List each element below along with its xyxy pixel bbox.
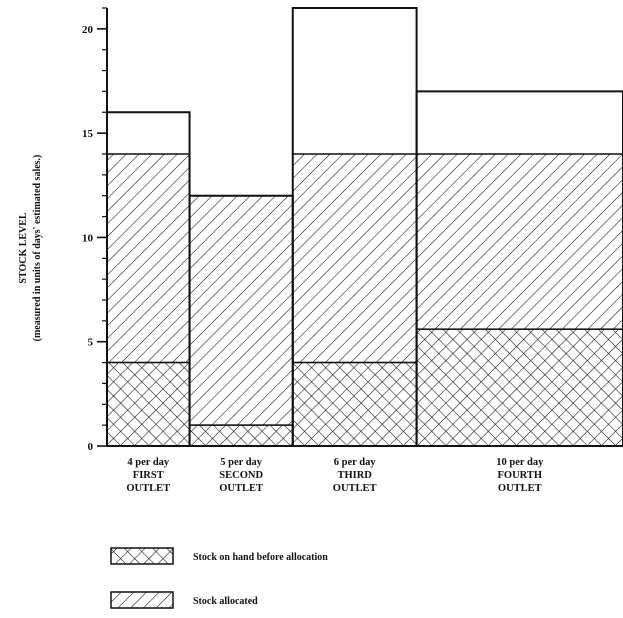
category-outlet-label: OUTLET <box>219 483 263 494</box>
bar-segment-stock-allocated <box>292 153 418 364</box>
y-axis-title-line2: (measured in units of days' estimated sa… <box>32 155 43 342</box>
y-tick-label: 5 <box>88 337 94 349</box>
legend-label: Stock on hand before allocation <box>193 552 328 563</box>
bar-group <box>106 153 623 447</box>
bar-segment-stock-on-hand-hatch-b <box>106 361 191 447</box>
y-tick-label: 15 <box>82 128 94 140</box>
category-outlet-label: OUTLET <box>333 483 377 494</box>
category-rate-label: 4 per day <box>127 457 170 468</box>
bar-segment-stock-allocated <box>415 153 623 330</box>
y-tick-label: 10 <box>82 232 94 244</box>
category-rate-label: 6 per day <box>334 457 377 468</box>
y-axis-title-line1: STOCK LEVEL <box>18 212 29 284</box>
y-tick-label: 0 <box>88 441 94 453</box>
bar-segment-stock-on-hand-hatch-b <box>415 328 623 447</box>
legend: Stock on hand before allocation Stock all… <box>110 547 328 609</box>
category-labels: 4 per day FIRST OUTLET 5 per day SECOND OUTLE… <box>126 457 544 494</box>
bar-segment-stock-on-hand-hatch-b <box>188 424 294 447</box>
category-outlet-label: OUTLET <box>498 483 542 494</box>
bar-segment-stock-on-hand-hatch-b <box>292 361 418 447</box>
category-outlet-label: OUTLET <box>126 483 170 494</box>
category-name-label: SECOND <box>219 470 263 481</box>
category-name-label: FOURTH <box>498 470 543 481</box>
legend-swatch-stock-allocated <box>110 591 174 609</box>
category-name-label: THIRD <box>337 470 372 481</box>
category-rate-label: 5 per day <box>220 457 263 468</box>
category-rate-label: 10 per day <box>496 457 544 468</box>
bar-segment-stock-allocated <box>106 153 191 364</box>
y-tick-label: 20 <box>82 24 94 36</box>
legend-label: Stock allocated <box>193 596 258 607</box>
legend-swatch-stock-on-hand <box>110 547 174 565</box>
bar-outline-total <box>415 90 623 446</box>
category-name-label: FIRST <box>133 470 164 481</box>
y-axis-ticks: 0 5 10 15 20 <box>82 7 107 453</box>
bar-segment-stock-allocated <box>188 194 294 426</box>
